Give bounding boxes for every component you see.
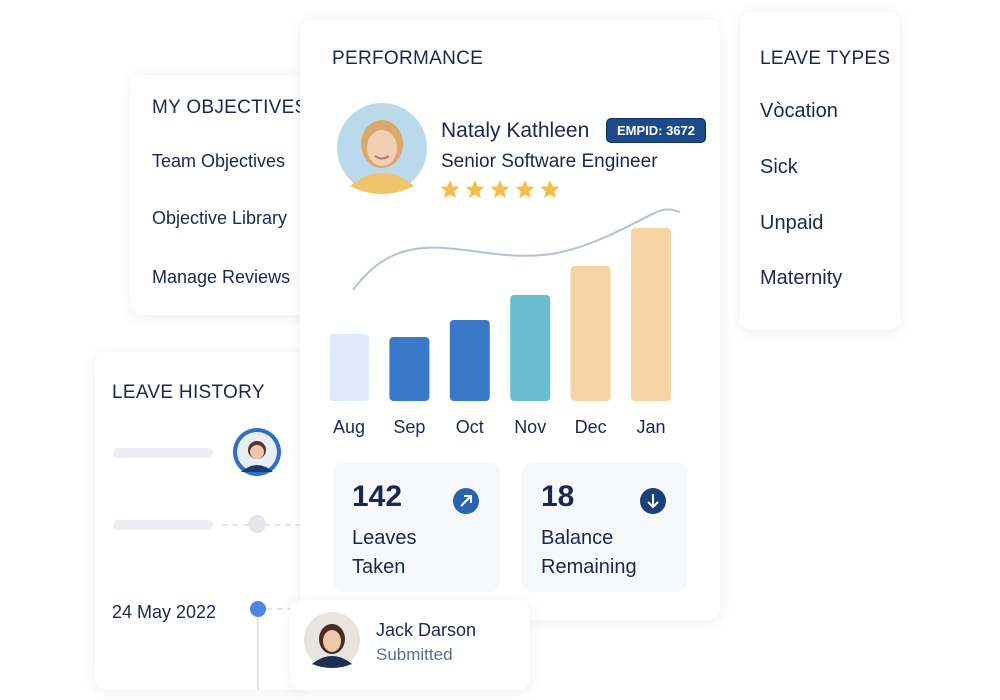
x-tick-label: Oct [456, 417, 484, 437]
stat-card: 18 Balance Remaining [522, 462, 687, 592]
bar [330, 334, 369, 401]
entry-name: Jack Darson [376, 620, 477, 640]
leave-types-title: LEAVE TYPES [760, 48, 891, 69]
timeline-line [257, 617, 259, 690]
bar [389, 337, 430, 401]
profile-avatar [337, 103, 427, 194]
leave-type[interactable]: Sick [760, 156, 798, 178]
leave-history-card: LEAVE HISTORY 24 May 2022 [95, 352, 326, 690]
star [490, 180, 510, 199]
profile-name: Nataly Kathleen [441, 119, 590, 142]
star [465, 180, 485, 199]
leave-type[interactable]: Maternity [760, 267, 843, 289]
entry-date: 24 May 2022 [112, 602, 217, 622]
objectives-title: MY OBJECTIVES [152, 97, 308, 118]
avatar [233, 428, 281, 476]
avatar-face [250, 445, 264, 459]
star [540, 180, 560, 199]
x-tick-label: Sep [393, 417, 425, 437]
placeholder-bar [113, 520, 213, 530]
rating [440, 180, 560, 199]
timeline-dot [248, 515, 266, 533]
bar [631, 228, 671, 401]
avatar-body [241, 465, 273, 472]
leave-types-card: LEAVE TYPES Vòcation Sick Unpaid Materni… [740, 12, 900, 330]
x-tick-label: Jan [636, 417, 665, 437]
stat-icon [640, 488, 666, 514]
performance-title: PERFORMANCE [332, 48, 484, 69]
leave-type[interactable]: Vòcation [760, 100, 838, 122]
stat-card: 142 Leaves Taken [333, 462, 500, 592]
stat-value: 142 [352, 480, 403, 513]
x-tick-label: Nov [514, 417, 546, 437]
entry-card[interactable]: Jack Darson Submitted [290, 600, 530, 690]
bar [510, 295, 551, 401]
bar [570, 266, 611, 401]
stat-label: Balance Remaining [541, 527, 637, 578]
star [515, 180, 535, 199]
connector [222, 524, 312, 526]
objectives-card: MY OBJECTIVES Team Objectives Objective … [130, 75, 310, 315]
bar [449, 320, 490, 401]
entry-status: Submitted [376, 645, 453, 664]
performance-card: PERFORMANCE Nataly Kathleen EMPID: 3672 … [300, 20, 720, 620]
star [440, 180, 460, 199]
placeholder-bar [113, 448, 213, 458]
timeline-dot [250, 601, 266, 617]
stat-value: 18 [541, 480, 575, 513]
emp-badge: EMPID: 3672 [606, 118, 706, 143]
x-tick-label: Aug [333, 417, 365, 437]
avatar-face [323, 630, 341, 652]
x-tick-label: Dec [575, 417, 607, 437]
leave-history-title: LEAVE HISTORY [112, 382, 265, 403]
avatar-body [312, 656, 352, 668]
objective-link[interactable]: Team Objectives [152, 151, 286, 171]
profile-role: Senior Software Engineer [441, 151, 658, 172]
avatar-smile [374, 155, 390, 160]
icon-arrow [647, 494, 659, 509]
stat-icon [453, 488, 479, 514]
avatar-face [367, 130, 397, 166]
avatar [304, 612, 360, 668]
avatar-body [350, 173, 414, 194]
stat-label: Leaves Taken [352, 527, 417, 578]
objective-link[interactable]: Manage Reviews [152, 267, 291, 287]
chart: Aug Sep Oct Nov Dec Jan [330, 208, 681, 437]
trend-line [352, 208, 681, 291]
leave-type[interactable]: Unpaid [760, 212, 824, 234]
objective-link[interactable]: Objective Library [152, 208, 288, 228]
icon-arrow [460, 495, 472, 507]
